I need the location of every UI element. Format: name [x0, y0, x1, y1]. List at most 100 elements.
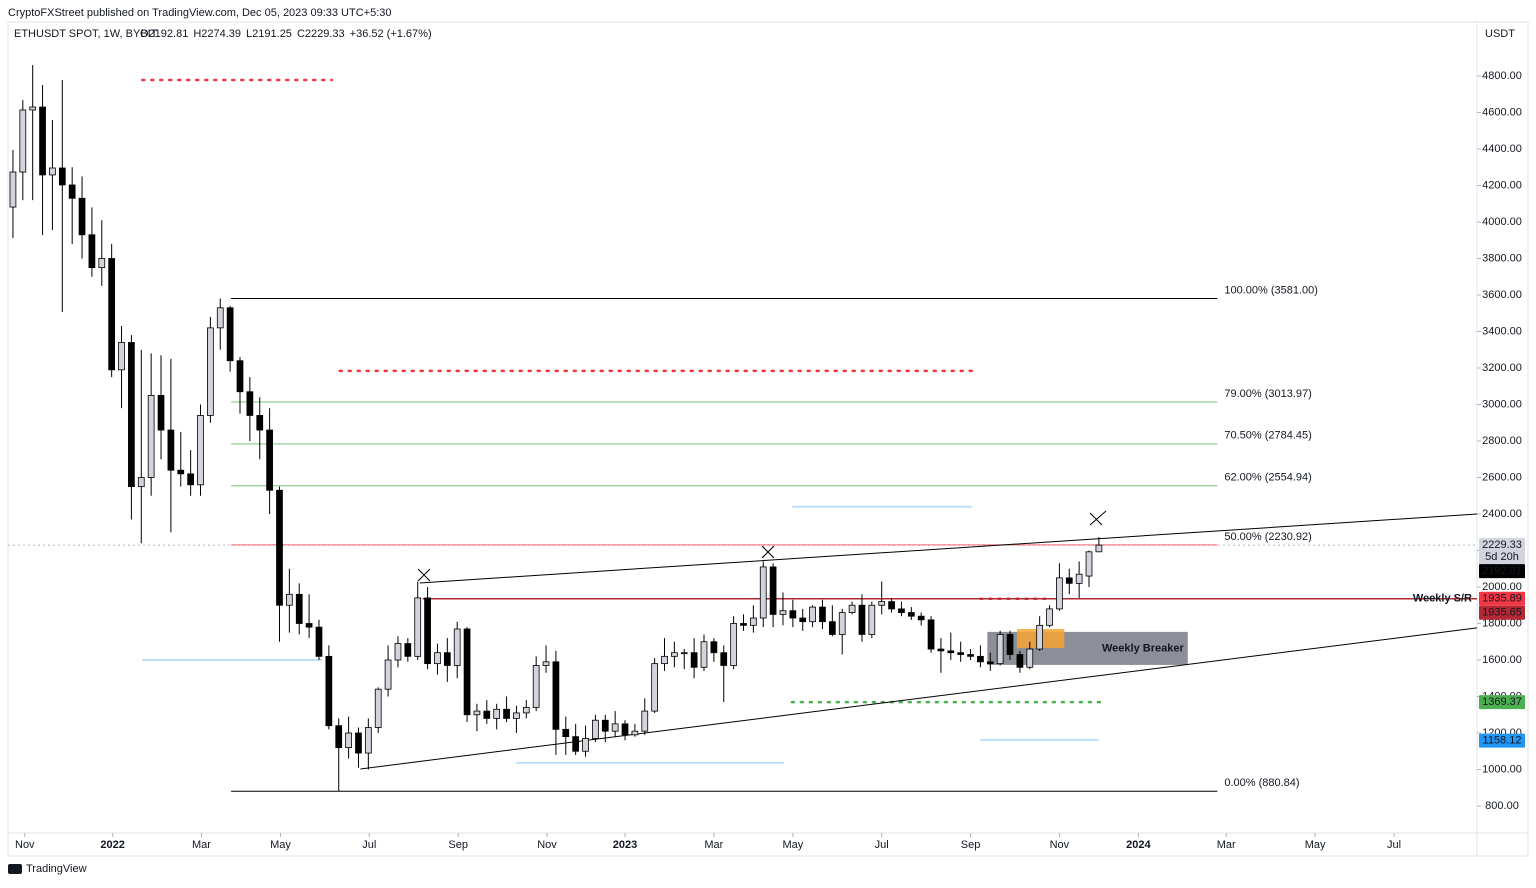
candle-body [621, 723, 629, 736]
candle-body [848, 604, 856, 613]
candle-body [641, 710, 649, 732]
candle-body [888, 601, 895, 610]
ohlc-legend: O2192.81 H2274.39 L2191.25 C2229.33 +36.52 (… [140, 28, 432, 40]
price-label-box [1479, 605, 1525, 620]
publisher: CryptoFXStreet published on TradingView.… [8, 7, 392, 19]
candle-body [907, 612, 915, 617]
candle-body [414, 597, 422, 657]
candle-body [898, 608, 905, 613]
candle-body [335, 725, 343, 748]
candle-body [78, 197, 86, 236]
candle-body [197, 415, 204, 486]
x-tick-label: Mar [192, 839, 211, 851]
candle-body [157, 394, 165, 431]
candle-body [473, 710, 481, 716]
candle-body [868, 604, 876, 635]
candle-body [700, 641, 708, 668]
y-tick-label: 3200.00 [1482, 362, 1522, 374]
candle-body [809, 606, 816, 623]
trendline [360, 627, 1478, 770]
candle-body [39, 106, 46, 176]
candle-body [828, 621, 836, 635]
candle-body [552, 661, 560, 730]
candle-body [424, 597, 431, 665]
legend-value: +36.52 (+1.67%) [350, 28, 432, 40]
y-tick-label: 4000.00 [1482, 216, 1522, 228]
candle-body [532, 665, 540, 708]
y-tick-label: 1000.00 [1482, 763, 1522, 775]
candle-body [513, 712, 520, 719]
candle-body [562, 728, 570, 738]
candle-body [878, 601, 886, 606]
candle-body [128, 342, 135, 488]
price-label-box [1479, 538, 1525, 565]
candle-body [266, 429, 273, 491]
x-tick-label: May [270, 839, 291, 851]
candle-body [305, 623, 313, 628]
x-tick-label: 2024 [1126, 839, 1151, 851]
trendline [419, 513, 1478, 584]
x-tick-label: Sep [961, 839, 981, 851]
x-tick-label: Jul [1387, 839, 1401, 851]
x-tick-label: May [782, 839, 803, 851]
candle-body [611, 723, 619, 732]
candle-body [295, 593, 303, 624]
y-tick-label: 2600.00 [1482, 471, 1522, 483]
candle-body [374, 688, 382, 728]
candle-body [977, 655, 984, 663]
candle-body [216, 307, 224, 329]
candle-body [720, 652, 728, 666]
candle-body [108, 258, 116, 371]
candle-body [789, 610, 797, 619]
candle-body [947, 650, 955, 654]
price-label: 1158.12 [1483, 735, 1522, 747]
candle-body [1046, 608, 1053, 626]
candle-body [1036, 624, 1044, 650]
y-tick-label: 1800.00 [1482, 617, 1522, 629]
candle-body [137, 477, 145, 488]
support-label: Weekly S/R [1413, 593, 1472, 605]
candle-body [493, 708, 501, 719]
candle-body [1065, 577, 1073, 584]
candle-body [967, 654, 974, 657]
candle-body [503, 708, 510, 719]
candle-body [710, 641, 718, 654]
candle-body [680, 652, 688, 655]
price-label-sub: 5d 20h [1485, 551, 1519, 563]
fib-label: 0.00% (880.84) [1224, 777, 1299, 789]
candle-body [582, 738, 589, 752]
y-tick-label: 4600.00 [1482, 106, 1522, 118]
candle-body [256, 415, 264, 431]
candle-body [651, 663, 658, 712]
candle-body [769, 566, 777, 615]
y-tick-label: 2000.00 [1482, 581, 1522, 593]
candle-body [463, 628, 471, 716]
candle-body [19, 109, 27, 173]
x-tick-label: May [1305, 839, 1326, 851]
candle-body [749, 617, 757, 626]
candle-body [1016, 654, 1024, 668]
candle-body [799, 617, 807, 623]
candle-body [730, 623, 737, 666]
candle-body [236, 360, 244, 393]
candle-body [986, 661, 994, 665]
x-tick-label: Nov [15, 839, 35, 851]
candle-body [1085, 551, 1093, 577]
candle-body [345, 732, 352, 748]
candle-body [226, 307, 234, 362]
price-label: 2229.33 [1482, 539, 1522, 551]
price-label-box [1479, 564, 1525, 579]
y-tick-label: 800.00 [1485, 800, 1519, 812]
candle-body [98, 258, 106, 269]
candle-body [246, 391, 254, 416]
candle-body [917, 615, 925, 621]
price-label-box [1479, 733, 1525, 748]
candle-body [384, 659, 392, 690]
x-tick-label: 2023 [613, 839, 637, 851]
legend-value: C2229.33 [297, 28, 345, 40]
candle-body [58, 167, 66, 186]
candle-body [325, 655, 333, 727]
cross-mark [417, 568, 431, 582]
